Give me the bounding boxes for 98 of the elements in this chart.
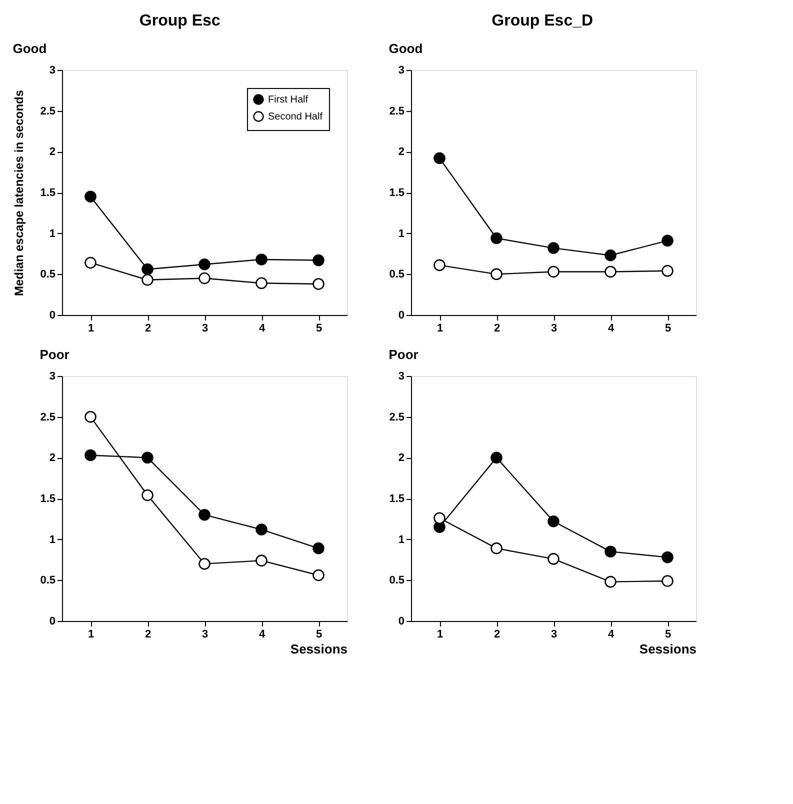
point xyxy=(662,234,674,247)
x-tick-label: 4 xyxy=(608,322,615,334)
point xyxy=(434,152,446,164)
point xyxy=(198,558,210,570)
y-tick-label: 1.5 xyxy=(389,187,404,199)
y-tick-label: 0 xyxy=(398,616,404,628)
y-tick-label: 3 xyxy=(398,64,404,76)
x-tick-label: 4 xyxy=(258,628,266,640)
legend-label: Second Half xyxy=(268,112,323,122)
chart-subtitle: Good xyxy=(388,41,423,56)
point xyxy=(142,274,154,286)
y-tick-label: 2 xyxy=(398,452,404,464)
point xyxy=(604,546,616,558)
point xyxy=(490,232,502,244)
chart-title: Poor xyxy=(388,347,418,362)
y-tick-label: 1.5 xyxy=(389,493,404,505)
point xyxy=(662,551,674,564)
point xyxy=(490,268,502,280)
point xyxy=(198,272,210,284)
y-tick-label: 0.5 xyxy=(389,268,404,281)
y-tick-label: 0.5 xyxy=(40,268,56,281)
y-tick-label: 3 xyxy=(49,64,56,76)
point xyxy=(604,250,616,262)
x-tick-label: 3 xyxy=(202,628,208,640)
y-tick-label: 1 xyxy=(49,228,56,240)
y-tick-label: 1 xyxy=(398,228,404,240)
y-tick-label: 1 xyxy=(398,534,404,546)
x-tick-label: 5 xyxy=(316,628,322,640)
point xyxy=(84,449,96,462)
point xyxy=(142,489,154,502)
y-tick-label: 2 xyxy=(49,146,56,158)
x-tick-label: 2 xyxy=(144,628,152,640)
y-tick-label: 2.5 xyxy=(389,411,404,424)
x-tick-label: 1 xyxy=(436,322,444,334)
point xyxy=(434,259,446,272)
point xyxy=(142,452,154,464)
point xyxy=(490,542,502,554)
point xyxy=(84,410,96,423)
x-tick-label: 4 xyxy=(258,322,266,334)
y-tick-label: 0.5 xyxy=(389,574,404,587)
point xyxy=(662,575,674,587)
y-tick-label: 0 xyxy=(398,310,404,322)
point xyxy=(312,569,324,582)
x-tick-label: 1 xyxy=(88,628,94,640)
chart-subtitle: Good xyxy=(12,41,47,56)
legend-label: First Half xyxy=(268,94,308,106)
x-axis-title: Sessions xyxy=(290,642,348,656)
x-tick-label: 2 xyxy=(494,628,500,640)
y-tick-label: 0 xyxy=(49,616,56,628)
x-tick-label: 2 xyxy=(144,322,152,334)
y-tick-label: 1.5 xyxy=(40,493,56,505)
x-tick-label: 2 xyxy=(494,322,500,334)
point xyxy=(198,258,210,270)
point xyxy=(312,278,324,290)
point xyxy=(142,263,154,276)
point xyxy=(548,553,560,565)
chart-title: Group Esc xyxy=(139,12,220,30)
x-tick-label: 1 xyxy=(436,628,444,640)
point xyxy=(84,256,96,269)
y-tick-label: 2 xyxy=(49,452,56,464)
point xyxy=(256,554,268,566)
point xyxy=(312,542,324,554)
x-tick-label: 3 xyxy=(202,322,208,334)
x-tick-label: 5 xyxy=(664,628,672,640)
chart-title: Poor xyxy=(40,347,70,362)
y-tick-label: 2.5 xyxy=(389,105,404,118)
point xyxy=(548,266,560,278)
x-axis-title: Sessions xyxy=(639,642,696,656)
point xyxy=(548,515,560,528)
y-tick-label: 1 xyxy=(49,534,56,546)
x-tick-label: 4 xyxy=(608,628,615,640)
x-tick-label: 5 xyxy=(316,322,322,334)
point xyxy=(604,266,616,278)
y-tick-label: 2.5 xyxy=(40,411,56,424)
point xyxy=(84,190,96,202)
y-tick-label: 3 xyxy=(398,370,404,382)
x-tick-label: 1 xyxy=(88,322,94,334)
y-tick-label: 0 xyxy=(49,310,56,322)
y-tick-label: 2.5 xyxy=(40,105,56,118)
y-tick-label: 1.5 xyxy=(40,187,56,199)
chart-title: Group Esc_D xyxy=(492,12,594,30)
point xyxy=(198,508,210,521)
point xyxy=(312,254,324,266)
point xyxy=(604,576,616,588)
point xyxy=(662,265,674,277)
point xyxy=(490,452,502,464)
y-tick-label: 0.5 xyxy=(40,574,56,587)
y-axis-title: Median escape latencies in seconds xyxy=(12,90,26,296)
y-tick-label: 3 xyxy=(49,370,56,382)
x-tick-label: 3 xyxy=(550,628,558,640)
point xyxy=(256,254,268,266)
point xyxy=(256,524,268,536)
x-tick-label: 3 xyxy=(550,322,558,334)
y-tick-label: 2 xyxy=(398,146,404,158)
point xyxy=(548,242,560,254)
point xyxy=(256,277,268,290)
point xyxy=(434,512,446,524)
x-tick-label: 5 xyxy=(664,322,672,334)
